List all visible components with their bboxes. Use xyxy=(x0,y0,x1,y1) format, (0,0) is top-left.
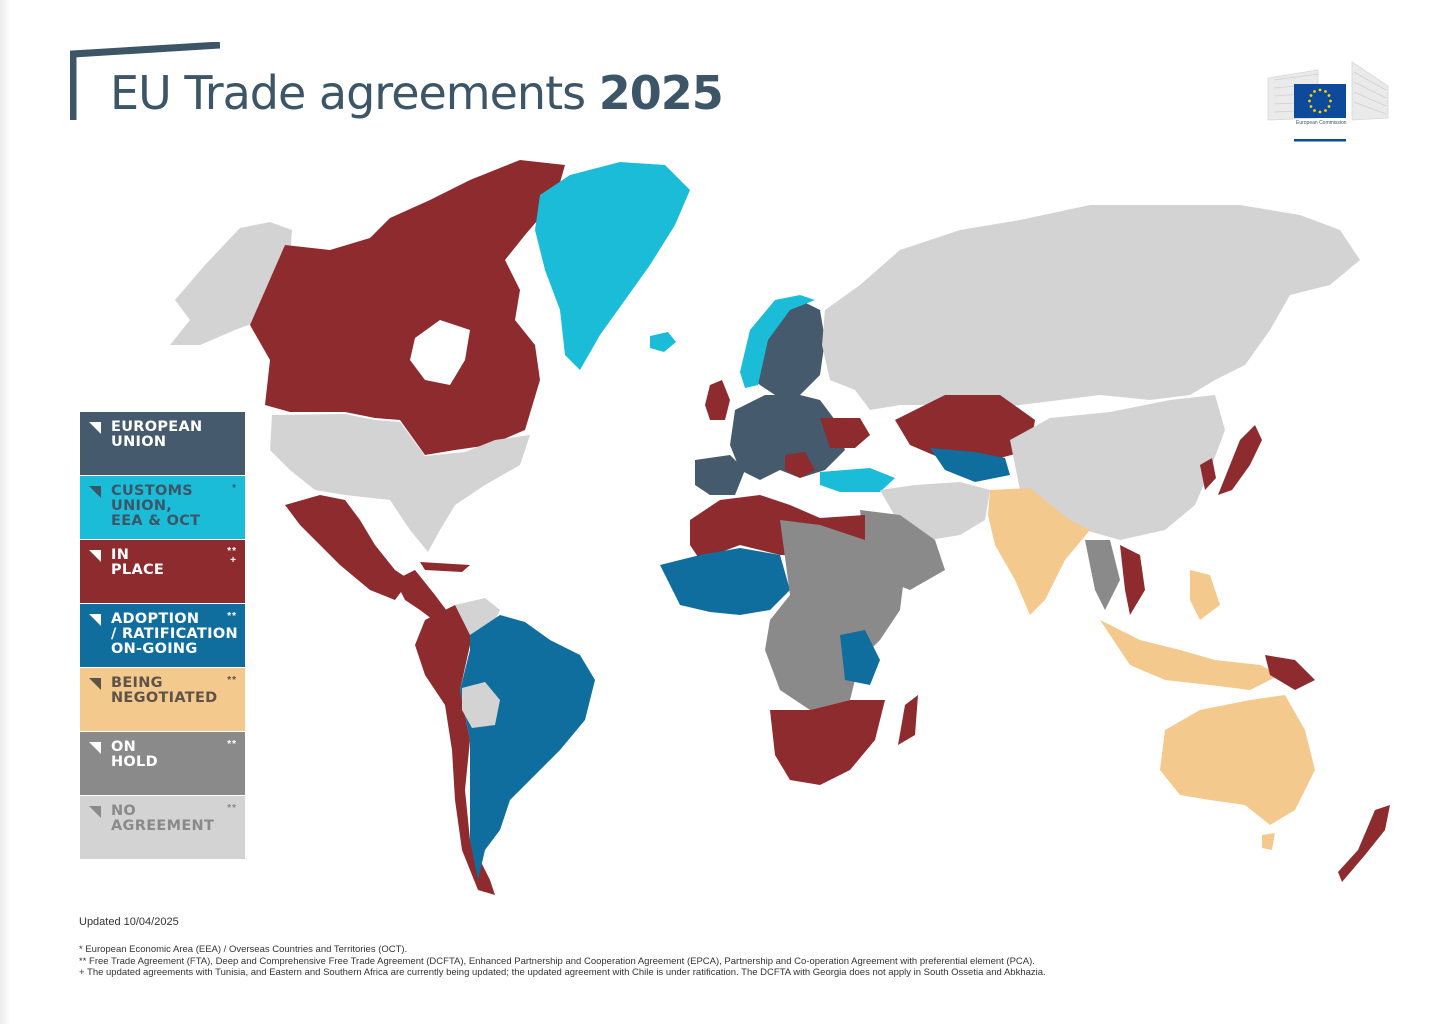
region-india xyxy=(988,488,1090,615)
region-mexico xyxy=(285,495,410,600)
legend-triangle-icon xyxy=(89,742,101,754)
footnote: ** Free Trade Agreement (FTA), Deep and … xyxy=(79,955,1035,967)
region-andes xyxy=(415,605,495,895)
region-east-africa xyxy=(840,630,880,685)
region-iceland xyxy=(650,332,676,352)
legend-label: EUROPEAN UNION xyxy=(111,419,203,450)
region-bolivia xyxy=(462,682,500,728)
footnotes: * European Economic Area (EEA) / Oversea… xyxy=(79,944,1046,979)
region-norway xyxy=(740,295,815,388)
legend-item: ADOPTION / RATIFICATION ON-GOING ** xyxy=(80,604,245,667)
legend-item: ON HOLD ** xyxy=(80,732,245,795)
legend-marker: ** xyxy=(227,739,237,750)
region-russia xyxy=(822,205,1360,410)
world-map xyxy=(170,160,1390,895)
page-edge-shadow xyxy=(0,0,10,1024)
legend-label: NO AGREEMENT xyxy=(111,803,215,834)
legend-item: IN PLACE ** + xyxy=(80,540,245,603)
region-hudson-bay xyxy=(410,320,470,385)
legend-marker: ** xyxy=(227,611,237,622)
legend-item: NO AGREEMENT ** xyxy=(80,796,245,859)
legend-item: CUSTOMS UNION, EEA & OCT * xyxy=(80,476,245,539)
region-sahel-central xyxy=(765,520,905,710)
region-canada xyxy=(250,160,565,455)
region-new-zealand xyxy=(1338,805,1390,882)
region-turkey xyxy=(820,468,895,492)
region-central-asia xyxy=(930,448,1010,482)
region-korea xyxy=(1200,458,1216,490)
region-caribbean xyxy=(420,562,470,572)
region-ukraine xyxy=(820,418,870,448)
region-balkans xyxy=(785,452,815,478)
title-year: 2025 xyxy=(598,66,724,120)
title-main: EU Trade agreements xyxy=(110,66,586,120)
legend-triangle-icon xyxy=(89,486,101,498)
legend-marker: ** + xyxy=(227,546,237,566)
region-central-america xyxy=(395,570,450,625)
region-uk xyxy=(705,380,730,420)
region-kazakhstan xyxy=(895,395,1035,462)
region-southeast-asia xyxy=(1085,540,1120,610)
legend-label: CUSTOMS UNION, EEA & OCT xyxy=(111,483,201,529)
region-china-mongolia xyxy=(1010,395,1225,540)
legend-item: EUROPEAN UNION xyxy=(80,412,245,475)
footnote: * European Economic Area (EEA) / Oversea… xyxy=(79,944,408,955)
region-brazil-mercosur xyxy=(460,615,595,880)
updated-date: Updated 10/04/2025 xyxy=(79,916,179,928)
map-legend: EUROPEAN UNION CUSTOMS UNION, EEA & OCT … xyxy=(80,412,245,860)
region-png xyxy=(1265,655,1315,690)
logo-caption: European Commission xyxy=(1296,120,1347,126)
legend-triangle-icon xyxy=(89,614,101,626)
legend-label: IN PLACE xyxy=(111,547,165,578)
region-tasmania xyxy=(1262,833,1275,850)
legend-triangle-icon xyxy=(89,678,101,690)
title-bracket xyxy=(70,42,220,120)
legend-label: ON HOLD xyxy=(111,739,158,770)
legend-label: BEING NEGOTIATED xyxy=(111,675,218,706)
region-southern-africa xyxy=(770,700,885,785)
region-australia xyxy=(1160,695,1315,825)
region-philippines xyxy=(1190,570,1220,620)
footnote: + The updated agreements with Tunisia, a… xyxy=(79,967,1046,978)
region-greenland xyxy=(535,162,690,370)
region-japan xyxy=(1218,425,1262,495)
legend-marker: * xyxy=(232,483,237,494)
legend-triangle-icon xyxy=(89,550,101,562)
legend-item: BEING NEGOTIATED ** xyxy=(80,668,245,731)
page-title: EU Trade agreements 2025 xyxy=(110,66,724,120)
region-madagascar xyxy=(898,695,918,745)
region-iberia xyxy=(695,455,745,495)
region-indonesia xyxy=(1100,620,1280,690)
region-vietnam xyxy=(1120,545,1145,615)
region-usa xyxy=(270,414,530,552)
legend-triangle-icon xyxy=(89,422,101,434)
legend-label: ADOPTION / RATIFICATION ON-GOING xyxy=(111,611,238,657)
region-west-africa xyxy=(660,548,790,615)
legend-marker: ** xyxy=(227,675,237,686)
legend-marker: ** xyxy=(227,803,237,814)
region-eu-core xyxy=(730,395,845,480)
legend-triangle-icon xyxy=(89,806,101,818)
european-commission-logo xyxy=(1267,61,1389,142)
